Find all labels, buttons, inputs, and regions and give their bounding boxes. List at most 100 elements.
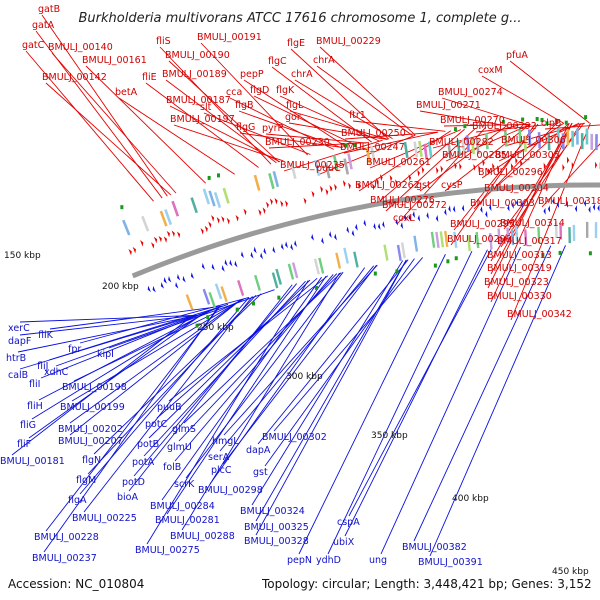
- reverse-gene-mark: [382, 221, 385, 228]
- feature-block: [556, 128, 560, 145]
- forward-leader-line: [203, 112, 311, 155]
- reverse-gene-label: potD: [122, 477, 145, 488]
- forward-gene-label: slt: [200, 102, 212, 113]
- forward-gene-mark: [303, 197, 307, 205]
- feature-block: [547, 134, 551, 151]
- reverse-leader-line: [11, 317, 191, 456]
- forward-gene-label: BMULJ_00250: [341, 128, 406, 139]
- kbp-tick-label: 450 kbp: [552, 567, 589, 577]
- feature-block: [427, 141, 433, 158]
- forward-gene-label: BMULJ_00189: [162, 69, 227, 80]
- forward-gene-label: BMULJ_00276: [370, 195, 435, 206]
- reverse-gene-label: htrB: [6, 353, 26, 364]
- feature-block: [171, 200, 180, 217]
- reverse-leader-line: [223, 264, 378, 436]
- reverse-leader-line: [38, 308, 214, 401]
- forward-gene-label: flgG: [236, 122, 255, 133]
- reverse-leader-line: [55, 303, 229, 367]
- reverse-gene-mark: [190, 272, 195, 279]
- reverse-gene-label: flgM: [76, 475, 96, 486]
- forward-gene-mark: [262, 207, 266, 215]
- feature-block: [272, 171, 280, 188]
- forward-gene-mark: [435, 167, 439, 175]
- reverse-gene-mark: [547, 205, 551, 213]
- marker-tick: [206, 315, 210, 320]
- reverse-gene-label: potB: [137, 439, 159, 450]
- feature-block: [423, 143, 429, 160]
- reverse-gene-label: kipI: [97, 349, 114, 360]
- reverse-leader-line: [255, 259, 407, 536]
- forward-gene-mark: [571, 161, 574, 169]
- forward-gene-mark: [595, 161, 598, 169]
- reverse-gene-label: BMULJ_00202: [58, 424, 123, 435]
- forward-leader-line: [473, 123, 557, 210]
- feature-block: [314, 159, 321, 177]
- reverse-gene-label: flgN: [82, 455, 101, 466]
- reverse-gene-mark: [321, 237, 325, 245]
- forward-leader-line: [385, 127, 476, 212]
- forward-leader-line: [85, 65, 206, 184]
- reverse-gene-mark: [152, 285, 156, 293]
- kbp-tick-label: 150 kbp: [4, 251, 41, 261]
- marker-tick: [453, 127, 457, 132]
- forward-leader-line: [481, 122, 564, 179]
- feature-block: [554, 221, 558, 238]
- reverse-gene-label: fpr: [68, 344, 81, 355]
- feature-block: [537, 226, 541, 244]
- reverse-gene-mark: [452, 205, 456, 213]
- reverse-gene-mark: [272, 246, 276, 254]
- forward-gene-label: fliS: [156, 36, 171, 47]
- reverse-gene-label: hmgL: [212, 436, 239, 447]
- feature-block: [400, 242, 406, 259]
- feature-block: [271, 272, 279, 289]
- reverse-gene-mark: [515, 199, 519, 207]
- marker-tick: [216, 173, 220, 178]
- reverse-leader-line: [17, 315, 196, 353]
- forward-gene-label: BMULJ_00197: [170, 114, 235, 125]
- forward-gene-mark: [408, 174, 412, 182]
- reverse-gene-mark: [552, 197, 555, 205]
- map-title: Burkholderia multivorans ATCC 17616 chro…: [79, 11, 522, 26]
- reverse-leader-line: [219, 265, 375, 452]
- forward-gene-label: BMULJ_00306: [501, 135, 566, 146]
- forward-gene-label: BMULJ_00342: [507, 309, 572, 320]
- reverse-leader-line: [298, 254, 446, 555]
- forward-gene-mark: [379, 174, 383, 182]
- reverse-gene-mark: [408, 214, 412, 222]
- kbp-tick-label: 350 kbp: [371, 431, 408, 441]
- reverse-gene-mark: [583, 199, 586, 207]
- kbp-tick-label: 250 kbp: [197, 323, 234, 333]
- marker-tick: [521, 117, 525, 122]
- forward-gene-label: BMULJ_00318: [538, 196, 600, 207]
- reverse-gene-mark: [211, 263, 215, 271]
- feature-block: [465, 135, 470, 152]
- feature-block: [222, 187, 230, 204]
- forward-gene-label: BMULJ_00191: [197, 32, 262, 43]
- forward-gene-mark: [258, 209, 262, 216]
- reverse-gene-label: fliJ: [37, 361, 48, 372]
- reverse-gene-mark: [147, 285, 151, 293]
- forward-gene-label: clpB: [541, 118, 561, 129]
- forward-leader-line: [487, 122, 570, 289]
- forward-gene-mark: [235, 214, 239, 222]
- reverse-gene-mark: [556, 201, 559, 209]
- forward-leader-line: [290, 48, 390, 140]
- forward-leader-line: [352, 120, 446, 132]
- forward-leader-line: [243, 79, 347, 148]
- reverse-gene-mark: [160, 282, 165, 289]
- marker-tick: [207, 175, 211, 180]
- feature-block: [365, 147, 372, 164]
- forward-gene-mark: [243, 208, 247, 216]
- forward-gene-mark: [221, 216, 225, 223]
- forward-leader-line: [173, 124, 284, 162]
- forward-gene-mark: [520, 159, 523, 167]
- reverse-gene-label: BMULJ_00281: [155, 515, 220, 526]
- marker-tick: [195, 323, 199, 328]
- reverse-gene-mark: [448, 205, 451, 213]
- reverse-gene-mark: [250, 251, 254, 259]
- reverse-gene-label: BMULJ_00237: [32, 553, 97, 564]
- reverse-gene-mark: [520, 200, 523, 208]
- reverse-gene-label: BMULJ_00198: [62, 382, 127, 393]
- reverse-gene-label: BMULJ_00207: [58, 436, 123, 447]
- reverse-leader-line: [222, 265, 377, 465]
